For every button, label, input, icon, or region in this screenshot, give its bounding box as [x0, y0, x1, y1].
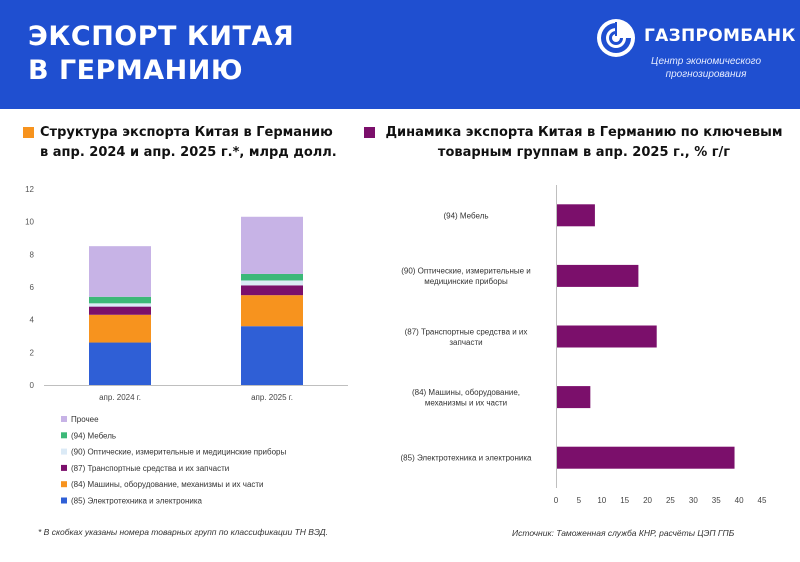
bar-segment	[89, 306, 151, 315]
category-label: (90) Оптические, измерительные и медицинс…	[401, 267, 531, 287]
bar-segment	[241, 216, 303, 274]
page-title-line-2: В ГЕРМАНИЮ	[28, 55, 244, 86]
left-panel-title-line-1: Структура экспорта Китая в Германию	[40, 125, 333, 140]
y-tick-label: 8	[30, 250, 35, 259]
y-tick-label: 6	[30, 283, 35, 292]
bar-segment	[241, 285, 303, 296]
page-title-line-1: ЭКСПОРТ КИТАЯ	[28, 21, 295, 52]
category-label-line: запчасти	[449, 338, 482, 347]
legend-label: (87) Транспортные средства и их запчасти	[71, 464, 229, 473]
category-label-line: (87) Транспортные средства и их	[405, 327, 528, 336]
bar-segment	[89, 246, 151, 297]
source-note: Источник: Таможенная служба КНР, расчёты…	[512, 528, 735, 538]
gazprombank-logo-icon	[597, 19, 635, 57]
x-tick-label: 5	[577, 496, 582, 505]
category-label-line: механизмы и их части	[425, 398, 507, 407]
bar	[557, 386, 591, 409]
x-tick-label: 20	[643, 496, 652, 505]
right-panel-title-line-1: Динамика экспорта Китая в Германию по кл…	[385, 125, 783, 140]
bar	[557, 325, 657, 348]
brand-subtitle-line-1: Центр экономического	[650, 56, 762, 67]
legend-swatch	[61, 416, 67, 422]
bar-segment	[89, 342, 151, 385]
legend-label: (94) Мебель	[71, 431, 116, 440]
bar-segment	[89, 296, 151, 304]
x-tick-label: апр. 2024 г.	[99, 393, 141, 402]
legend-swatch	[61, 481, 67, 488]
category-label-line: (85) Электротехника и электроника	[401, 454, 533, 463]
bar-segment	[241, 280, 303, 286]
y-tick-label: 12	[25, 185, 34, 194]
x-tick-label: апр. 2025 г.	[251, 393, 293, 402]
y-tick-label: 2	[30, 348, 35, 357]
left-panel-marker	[23, 127, 34, 138]
category-label: (85) Электротехника и электроника	[401, 454, 533, 463]
category-label-line: (94) Мебель	[443, 211, 488, 220]
x-tick-label: 35	[712, 496, 721, 505]
right-panel-marker	[364, 127, 375, 138]
category-label: (94) Мебель	[443, 211, 488, 220]
bar-segment	[89, 314, 151, 343]
legend-swatch	[61, 448, 67, 455]
right-panel-title: Динамика экспорта Китая в Германию по кл…	[382, 123, 786, 163]
legend-label: (90) Оптические, измерительные и медицин…	[71, 448, 286, 457]
brand-name: ГАЗПРОМБАНК	[644, 26, 796, 46]
x-tick-label: 30	[689, 496, 698, 505]
header-banner: ЭКСПОРТ КИТАЯ В ГЕРМАНИЮ ГАЗПРОМБАНК Цен…	[0, 0, 800, 109]
x-tick-label: 25	[666, 496, 675, 505]
bar	[557, 446, 735, 469]
legend-label: Прочее	[71, 415, 99, 424]
x-tick-label: 10	[597, 496, 606, 505]
y-tick-label: 4	[30, 316, 35, 325]
legend-label: (84) Машины, оборудование, механизмы и и…	[71, 480, 264, 489]
page-title: ЭКСПОРТ КИТАЯ В ГЕРМАНИЮ	[28, 20, 294, 88]
right-panel-title-line-2: товарным группам в апр. 2025 г., % г/г	[437, 145, 731, 160]
legend-swatch	[61, 464, 67, 471]
bar-segment	[241, 295, 303, 327]
bar-segment	[241, 273, 303, 281]
brand-subtitle: Центр экономического прогнозирования	[636, 55, 776, 81]
bar-segment	[241, 326, 303, 385]
bar	[557, 264, 639, 287]
category-label-line: (84) Машины, оборудование,	[412, 388, 520, 397]
category-label: (87) Транспортные средства и их запчасти	[405, 327, 528, 347]
category-label: (84) Машины, оборудование, механизмы и их…	[412, 388, 520, 408]
brand-subtitle-line-2: прогнозирования	[665, 69, 747, 80]
x-tick-label: 45	[758, 496, 767, 505]
bar-segment	[89, 303, 151, 307]
category-label-line: (90) Оптические, измерительные и	[401, 267, 531, 276]
bar	[557, 204, 595, 227]
left-panel-title: Структура экспорта Китая в Германию в ап…	[40, 123, 337, 163]
x-tick-label: 40	[735, 496, 744, 505]
y-tick-label: 10	[25, 218, 34, 227]
x-tick-label: 0	[554, 496, 559, 505]
legend-swatch	[61, 432, 67, 439]
y-tick-label: 0	[30, 381, 35, 390]
left-panel-title-line-2: в апр. 2024 и апр. 2025 г.*, млрд долл.	[40, 145, 337, 160]
legend-label: (85) Электротехника и электроника	[71, 497, 203, 506]
x-tick-label: 15	[620, 496, 629, 505]
category-label-line: медицинские приборы	[424, 277, 508, 286]
footnote: * В скобках указаны номера товарных груп…	[38, 527, 328, 537]
stacked-bar-chart: 0 2 4 6 8 10 12 апр. 2024 г. апр. 2025 г. Прочее (…	[25, 185, 348, 506]
legend-swatch	[61, 497, 67, 504]
